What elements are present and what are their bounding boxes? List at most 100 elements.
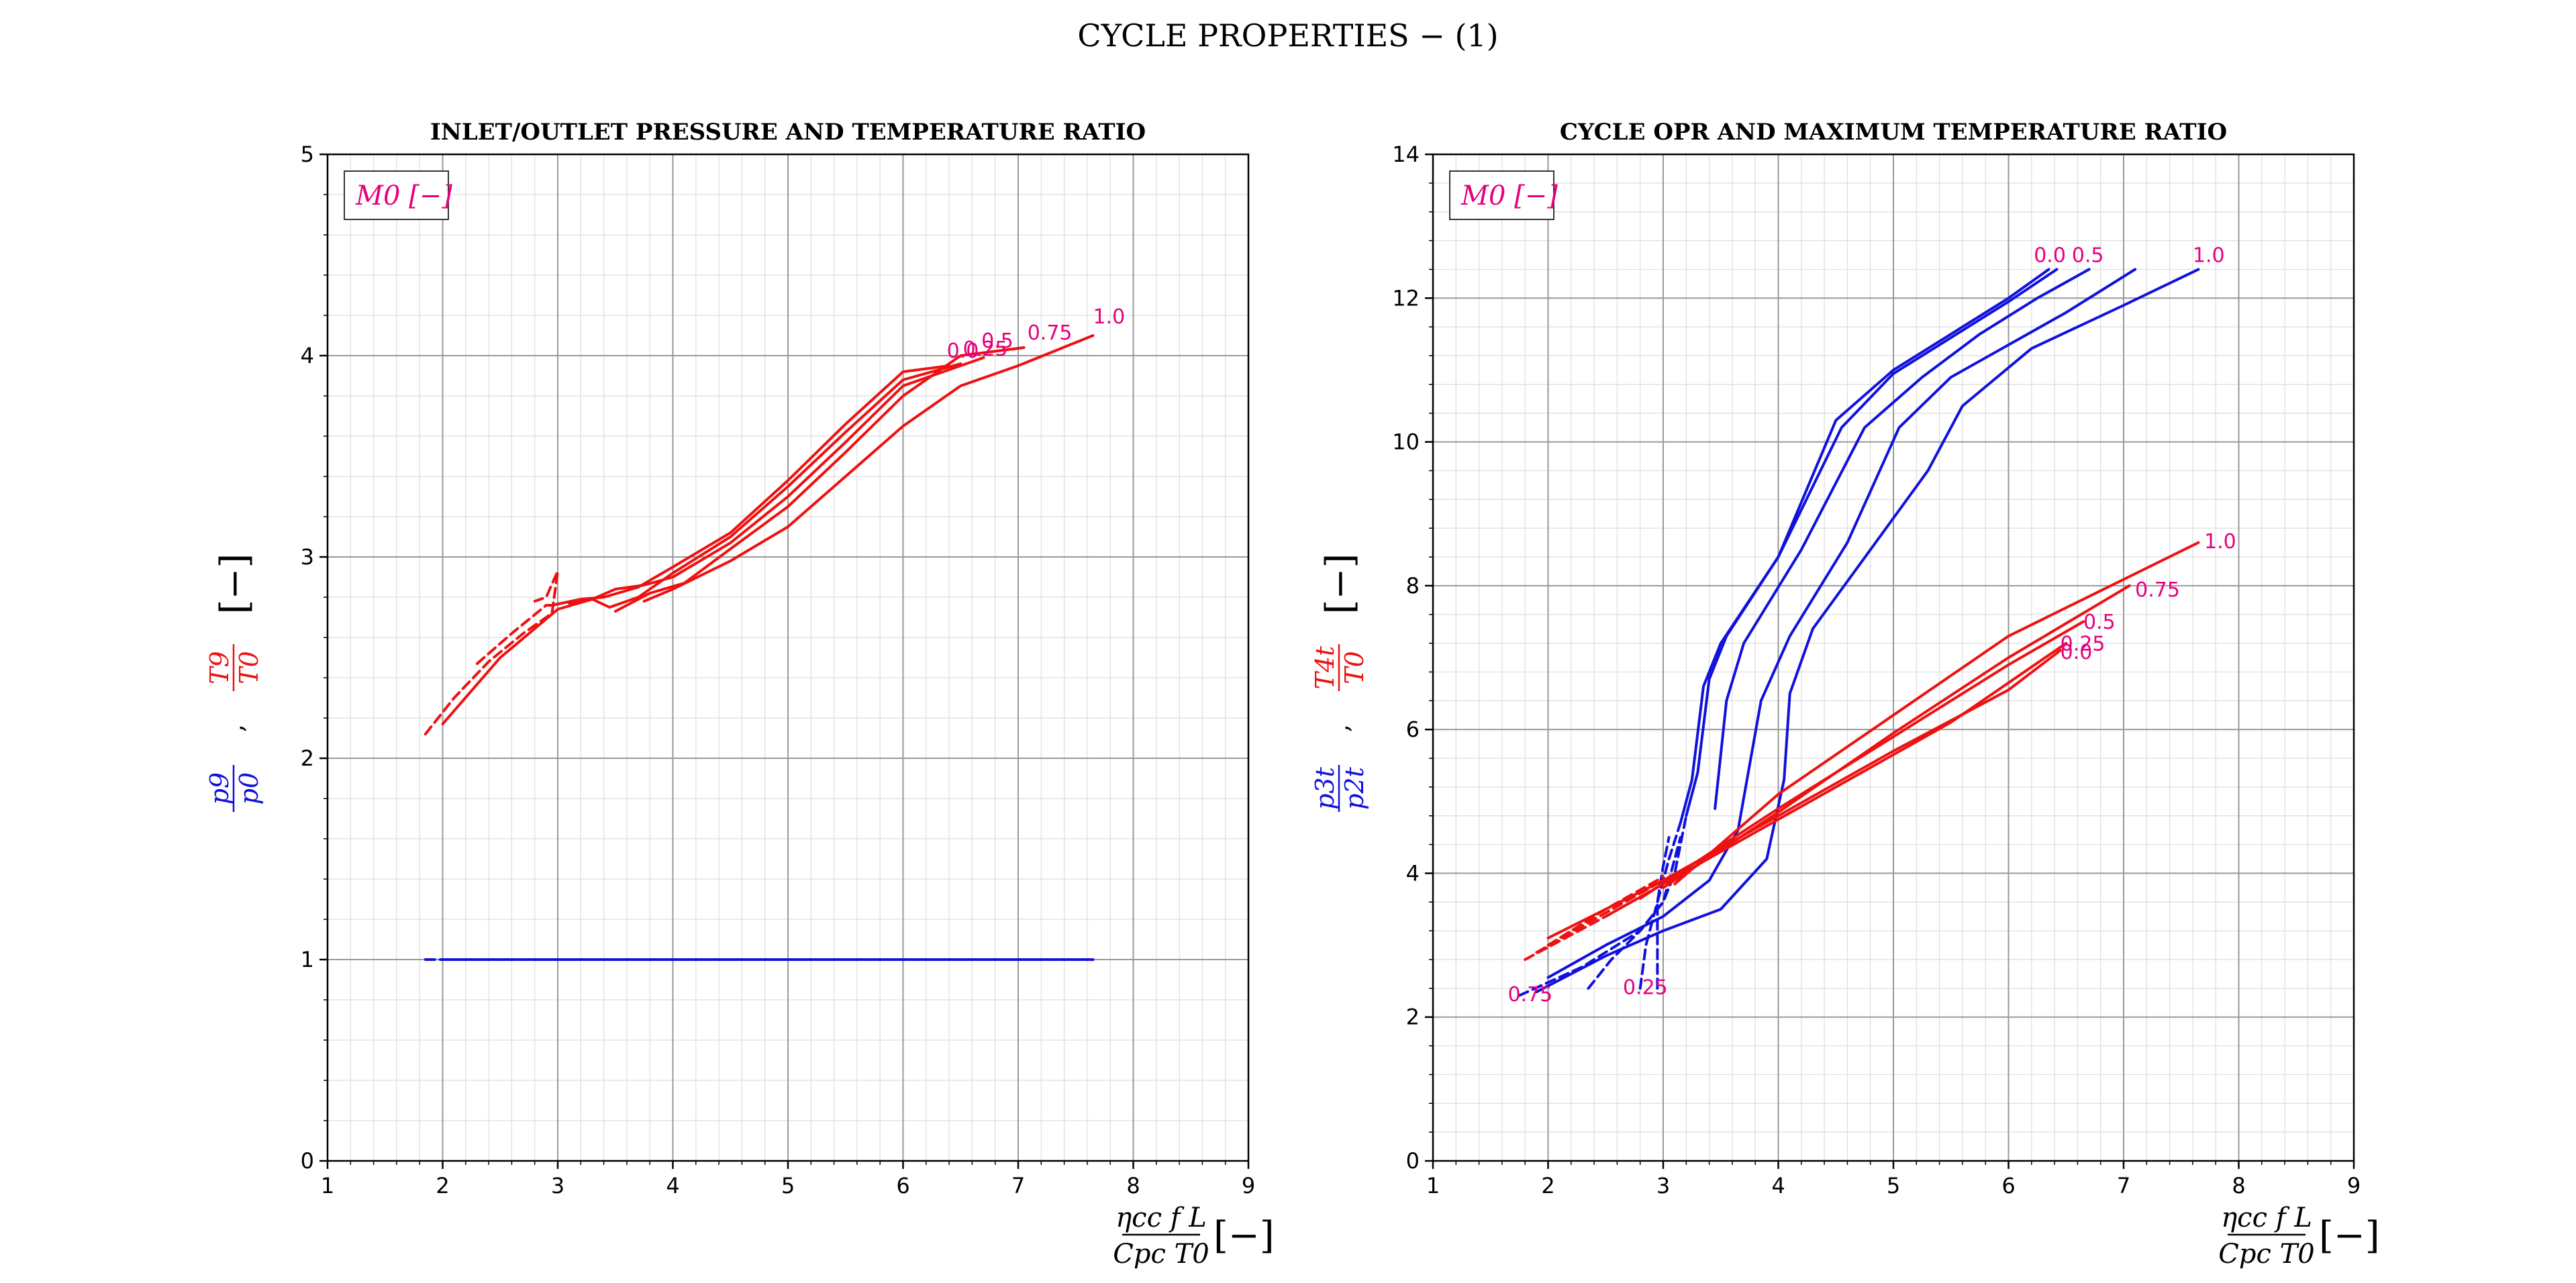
series-line-2 (1714, 268, 2091, 810)
series-label: 0.25 (963, 338, 1008, 361)
series-label: 1.0 (2204, 530, 2236, 554)
series-group (1518, 268, 2200, 997)
legend-title: M0 [−] (355, 181, 452, 211)
y-label-blue-denominator: p2t (1340, 766, 1369, 810)
y-label-blue-denominator: p0 (234, 772, 264, 805)
y-tick-label: 1 (301, 947, 314, 972)
series-line-3 (568, 362, 962, 609)
legend-box (344, 170, 449, 220)
y-label-unit: [−] (1318, 554, 1362, 615)
x-tick-label: 9 (1242, 1173, 1255, 1198)
series-line-4 (1535, 268, 2200, 994)
chart-title: CYCLE OPR AND MAXIMUM TEMPERATURE RATIO (1560, 119, 2227, 146)
legend-box (1449, 170, 1554, 220)
figure-title: CYCLE PROPERTIES − (1) (1077, 17, 1499, 54)
series-label: 0.5 (2072, 244, 2104, 268)
legend: M0 [−] (344, 170, 452, 220)
series-line-1 (1685, 268, 2059, 817)
series-label: 0.0 (2061, 641, 2093, 664)
y-tick-label: 14 (1392, 142, 1420, 167)
y-label-red-denominator: T0 (1340, 651, 1369, 684)
y-label-blue-numerator: p9 (205, 772, 234, 805)
series-line-5 (613, 346, 1026, 613)
y-tick-label: 0 (1406, 1148, 1420, 1174)
series-line-11 (1546, 875, 1665, 947)
y-tick-label: 0 (301, 1148, 314, 1174)
series-line-12 (1546, 649, 2062, 939)
series-line-16 (1673, 541, 2200, 886)
y-tick-label: 3 (301, 544, 314, 570)
y-axis-label: p9 p0 , T9 T0 [−] (205, 554, 264, 812)
x-tick-label: 8 (2232, 1173, 2245, 1198)
series-line-13 (1604, 642, 2068, 918)
series-label: 0.75 (1507, 983, 1552, 1007)
x-tick-label: 3 (1656, 1173, 1670, 1198)
x-tick-label: 2 (1541, 1173, 1554, 1198)
y-tick-label: 2 (301, 746, 314, 771)
x-axis-label: ηcc f L Cpc T0 [−] (2218, 1202, 2379, 1270)
y-label-separator: , (1325, 724, 1354, 732)
x-label-denominator: Cpc T0 (2218, 1239, 2314, 1270)
x-tick-label: 4 (1771, 1173, 1785, 1198)
y-tick-label: 4 (1406, 860, 1420, 886)
chart-title: INLET/OUTLET PRESSURE AND TEMPERATURE RA… (430, 119, 1146, 146)
series-line-3 (1546, 268, 2137, 979)
series-label: 0.5 (981, 329, 1013, 353)
y-tick-label: 4 (301, 343, 314, 368)
series-line-0 (1679, 268, 2050, 825)
x-tick-label: 2 (436, 1173, 449, 1198)
series-group (424, 334, 1095, 961)
annotation-group: 0.00.250.5 0.75 1.0 (947, 305, 1126, 363)
series-label: 0.75 (1028, 321, 1073, 345)
x-axis-label: ηcc f L Cpc T0 [−] (1113, 1202, 1274, 1270)
legend: M0 [−] (1449, 170, 1558, 220)
x-tick-label: 7 (2117, 1173, 2130, 1198)
series-line-15 (1662, 584, 2131, 889)
series-line-7 (1638, 821, 1682, 990)
series-label: 0.0 (947, 340, 979, 363)
series-line-4 (441, 356, 985, 725)
series-label: 1.0 (1093, 305, 1125, 329)
series-label: 0.5 (2083, 611, 2116, 634)
x-label-numerator: ηcc f L (2221, 1202, 2312, 1233)
x-tick-label: 6 (896, 1173, 909, 1198)
x-tick-label: 6 (2001, 1173, 2015, 1198)
x-tick-label: 7 (1011, 1173, 1025, 1198)
series-line-6 (642, 334, 1095, 603)
legend-title: M0 [−] (1460, 181, 1558, 211)
series-line-2 (475, 604, 559, 665)
series-label: 0.25 (1623, 976, 1668, 999)
x-tick-label: 5 (781, 1173, 795, 1198)
y-tick-label: 2 (1406, 1005, 1420, 1030)
series-line-14 (1638, 620, 2085, 900)
y-label-separator: , (219, 724, 249, 732)
x-label-unit: [−] (1213, 1214, 1275, 1258)
series-label: 1.0 (2193, 244, 2225, 268)
x-tick-label: 4 (666, 1173, 679, 1198)
y-label-red-denominator: T0 (234, 651, 264, 684)
y-tick-label: 10 (1392, 429, 1420, 455)
y-label-unit: [−] (213, 554, 256, 615)
x-label-denominator: Cpc T0 (1113, 1239, 1209, 1270)
y-label-red-numerator: T9 (205, 651, 234, 684)
y-tick-label: 12 (1392, 285, 1420, 311)
annotation-group: 0.0 0.5 1.01.00.750.50.250.00.75 0.25 (1507, 244, 2236, 1007)
series-line-0 (424, 570, 559, 735)
series-label: 0.75 (2135, 578, 2180, 602)
x-tick-label: 8 (1126, 1173, 1140, 1198)
x-tick-label: 1 (321, 1173, 334, 1198)
y-tick-label: 5 (301, 142, 314, 167)
x-tick-label: 9 (2347, 1173, 2361, 1198)
y-tick-label: 8 (1406, 573, 1420, 599)
series-label: 0.0 (2034, 244, 2066, 268)
x-tick-label: 1 (1426, 1173, 1440, 1198)
y-tick-label: 6 (1406, 717, 1420, 742)
x-tick-label: 3 (551, 1173, 564, 1198)
y-label-blue-numerator: p3t (1310, 766, 1340, 810)
x-tick-label: 5 (1887, 1173, 1900, 1198)
series-label: 0.25 (2061, 632, 2106, 656)
